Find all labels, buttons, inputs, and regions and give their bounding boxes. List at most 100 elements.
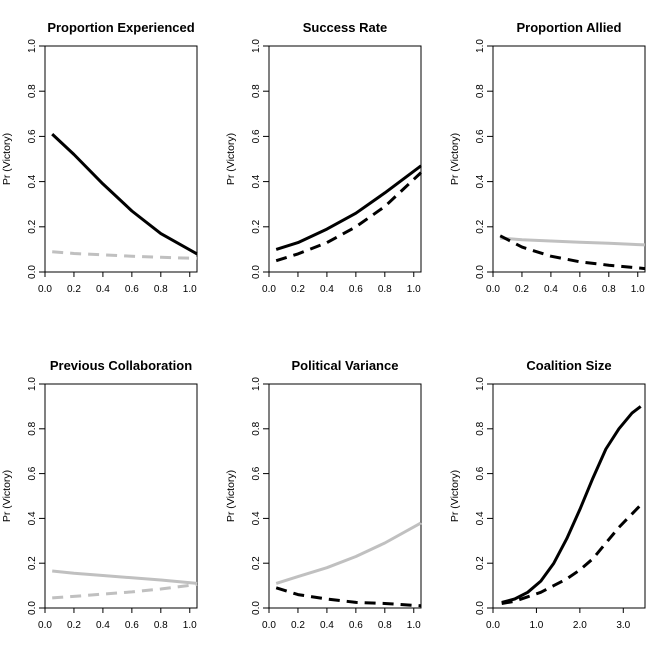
chart-panel: Proportion Experienced Pr (Victory) 0.0 0.2… (1, 20, 198, 295)
x-tick-label: 0.6 (125, 284, 139, 295)
solid-series-line (500, 236, 646, 247)
chart-title: Proportion Allied (517, 20, 622, 35)
y-tick-label: 1.0 (251, 39, 262, 53)
x-tick-label: 0.8 (154, 284, 168, 295)
x-tick-label: 0.4 (544, 284, 558, 295)
y-tick-label: 0.0 (251, 601, 262, 615)
y-axis-label: Pr (Victory) (225, 133, 237, 185)
y-tick-label: 0.6 (251, 129, 262, 143)
x-tick-label: 1.0 (183, 284, 197, 295)
y-tick-label: 0.2 (475, 219, 486, 233)
x-tick-label: 3.0 (616, 620, 630, 631)
y-tick-label: 0.8 (27, 421, 38, 435)
y-tick-label: 0.8 (475, 84, 486, 98)
y-tick-label: 0.8 (27, 84, 38, 98)
x-tick-label: 0.2 (291, 620, 305, 631)
chart-title: Proportion Experienced (47, 20, 194, 35)
y-tick-label: 0.6 (27, 466, 38, 480)
chart-panel: Previous Collaboration Pr (Victory) 0.0 0.2… (1, 358, 198, 631)
y-tick-label: 0.0 (475, 601, 486, 615)
plot-frame (268, 45, 422, 273)
y-tick-label: 1.0 (27, 39, 38, 53)
x-tick-label: 0.2 (291, 284, 305, 295)
x-tick-label: 0.6 (349, 620, 363, 631)
y-axis-label: Pr (Victory) (225, 470, 237, 522)
y-tick-label: 0.2 (251, 556, 262, 570)
x-tick-label: 1.0 (183, 620, 197, 631)
chart-title: Political Variance (292, 358, 399, 373)
y-tick-label: 0.0 (251, 265, 262, 279)
solid-series-line (51, 133, 198, 256)
y-tick-label: 0.0 (27, 265, 38, 279)
y-tick-label: 1.0 (475, 377, 486, 391)
y-tick-label: 1.0 (251, 377, 262, 391)
y-tick-label: 1.0 (27, 377, 38, 391)
plot-frame (268, 383, 422, 609)
plot-frame (44, 383, 198, 609)
y-tick-label: 0.0 (475, 265, 486, 279)
chart-panel: Success Rate Pr (Victory) 0.0 0.2 0.4 0.6 0.8 1… (225, 20, 423, 295)
x-tick-label: 0.4 (96, 620, 110, 631)
dashed-series-line (499, 234, 646, 271)
x-tick-label: 2.0 (573, 620, 587, 631)
y-tick-label: 0.6 (251, 466, 262, 480)
dashed-series-line (275, 586, 422, 608)
plot-frame (44, 45, 198, 273)
y-tick-label: 0.4 (27, 511, 38, 525)
x-tick-label: 0.0 (486, 284, 500, 295)
x-tick-label: 1.0 (407, 284, 421, 295)
solid-series-line (275, 521, 422, 585)
x-tick-label: 0.6 (125, 620, 139, 631)
y-tick-label: 0.4 (27, 174, 38, 188)
x-tick-label: 0.0 (38, 620, 52, 631)
chart-panel: Coalition Size Pr (Victory) 0.0 0.2 0.4 0.6 0.… (449, 358, 646, 631)
x-tick-label: 0.4 (320, 620, 334, 631)
y-tick-label: 0.2 (251, 219, 262, 233)
plot-frame (492, 45, 646, 273)
x-tick-label: 0.8 (602, 284, 616, 295)
x-tick-label: 0.0 (486, 620, 500, 631)
y-tick-label: 0.2 (27, 556, 38, 570)
x-tick-label: 0.0 (262, 620, 276, 631)
y-axis-label: Pr (Victory) (1, 133, 13, 185)
x-tick-label: 0.6 (573, 284, 587, 295)
x-tick-label: 0.4 (320, 284, 334, 295)
x-tick-label: 0.8 (154, 620, 168, 631)
y-tick-label: 0.6 (27, 129, 38, 143)
y-tick-label: 0.8 (251, 84, 262, 98)
chart-title: Previous Collaboration (50, 358, 192, 373)
dashed-series-line (52, 250, 198, 260)
x-tick-label: 1.0 (631, 284, 645, 295)
y-tick-label: 0.4 (475, 511, 486, 525)
x-tick-label: 0.8 (378, 284, 392, 295)
y-tick-label: 0.2 (27, 219, 38, 233)
x-tick-label: 0.6 (349, 284, 363, 295)
solid-series-line (275, 164, 422, 251)
y-tick-label: 0.8 (475, 421, 486, 435)
y-tick-label: 0.2 (475, 556, 486, 570)
y-tick-label: 0.4 (251, 511, 262, 525)
chart-panel: Proportion Allied Pr (Victory) 0.0 0.2 0.4 0.… (449, 20, 646, 295)
y-tick-label: 0.4 (475, 174, 486, 188)
solid-series-line (52, 569, 198, 585)
y-tick-label: 0.6 (475, 466, 486, 480)
chart-panel: Political Variance Pr (Victory) 0.0 0.2 0.4 0… (225, 358, 422, 631)
x-tick-label: 0.8 (378, 620, 392, 631)
y-tick-label: 0.6 (475, 129, 486, 143)
x-tick-label: 0.4 (96, 284, 110, 295)
dashed-series-line (501, 503, 642, 605)
x-tick-label: 0.0 (262, 284, 276, 295)
y-axis-label: Pr (Victory) (449, 470, 461, 522)
y-axis-label: Pr (Victory) (1, 470, 13, 522)
x-tick-label: 0.2 (515, 284, 529, 295)
y-tick-label: 0.0 (27, 601, 38, 615)
x-tick-label: 1.0 (407, 620, 421, 631)
y-axis-label: Pr (Victory) (449, 133, 461, 185)
x-tick-label: 0.2 (67, 620, 81, 631)
chart-title: Success Rate (303, 20, 388, 35)
dashed-series-line (275, 171, 423, 263)
dashed-series-line (52, 583, 198, 600)
x-tick-label: 1.0 (529, 620, 543, 631)
chart-title: Coalition Size (526, 358, 611, 373)
